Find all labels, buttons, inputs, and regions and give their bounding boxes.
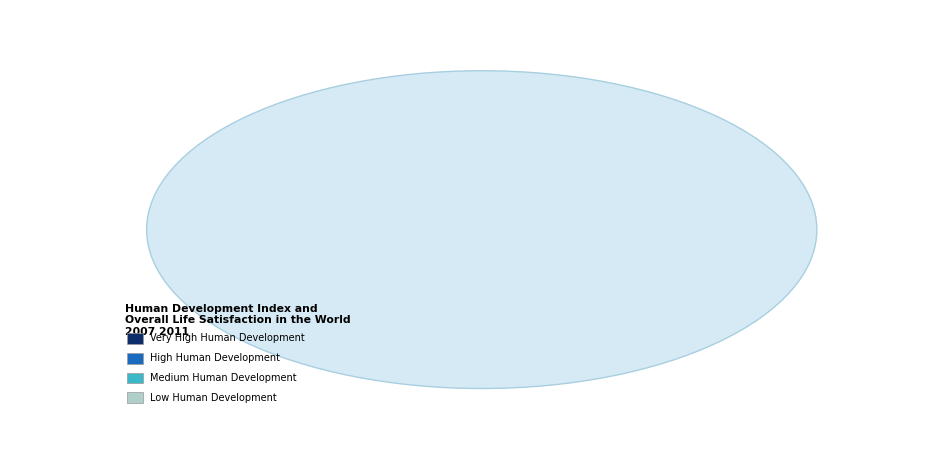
Text: Low Human Development: Low Human Development (149, 393, 276, 402)
Text: Medium Human Development: Medium Human Development (149, 373, 296, 383)
FancyBboxPatch shape (127, 393, 143, 403)
Ellipse shape (147, 71, 817, 388)
FancyBboxPatch shape (127, 373, 143, 384)
FancyBboxPatch shape (127, 333, 143, 344)
FancyBboxPatch shape (127, 353, 143, 363)
Text: Very High Human Development: Very High Human Development (149, 333, 305, 343)
Text: Human Development Index and
Overall Life Satisfaction in the World
2007 2011: Human Development Index and Overall Life… (125, 303, 351, 337)
Text: High Human Development: High Human Development (149, 353, 279, 363)
